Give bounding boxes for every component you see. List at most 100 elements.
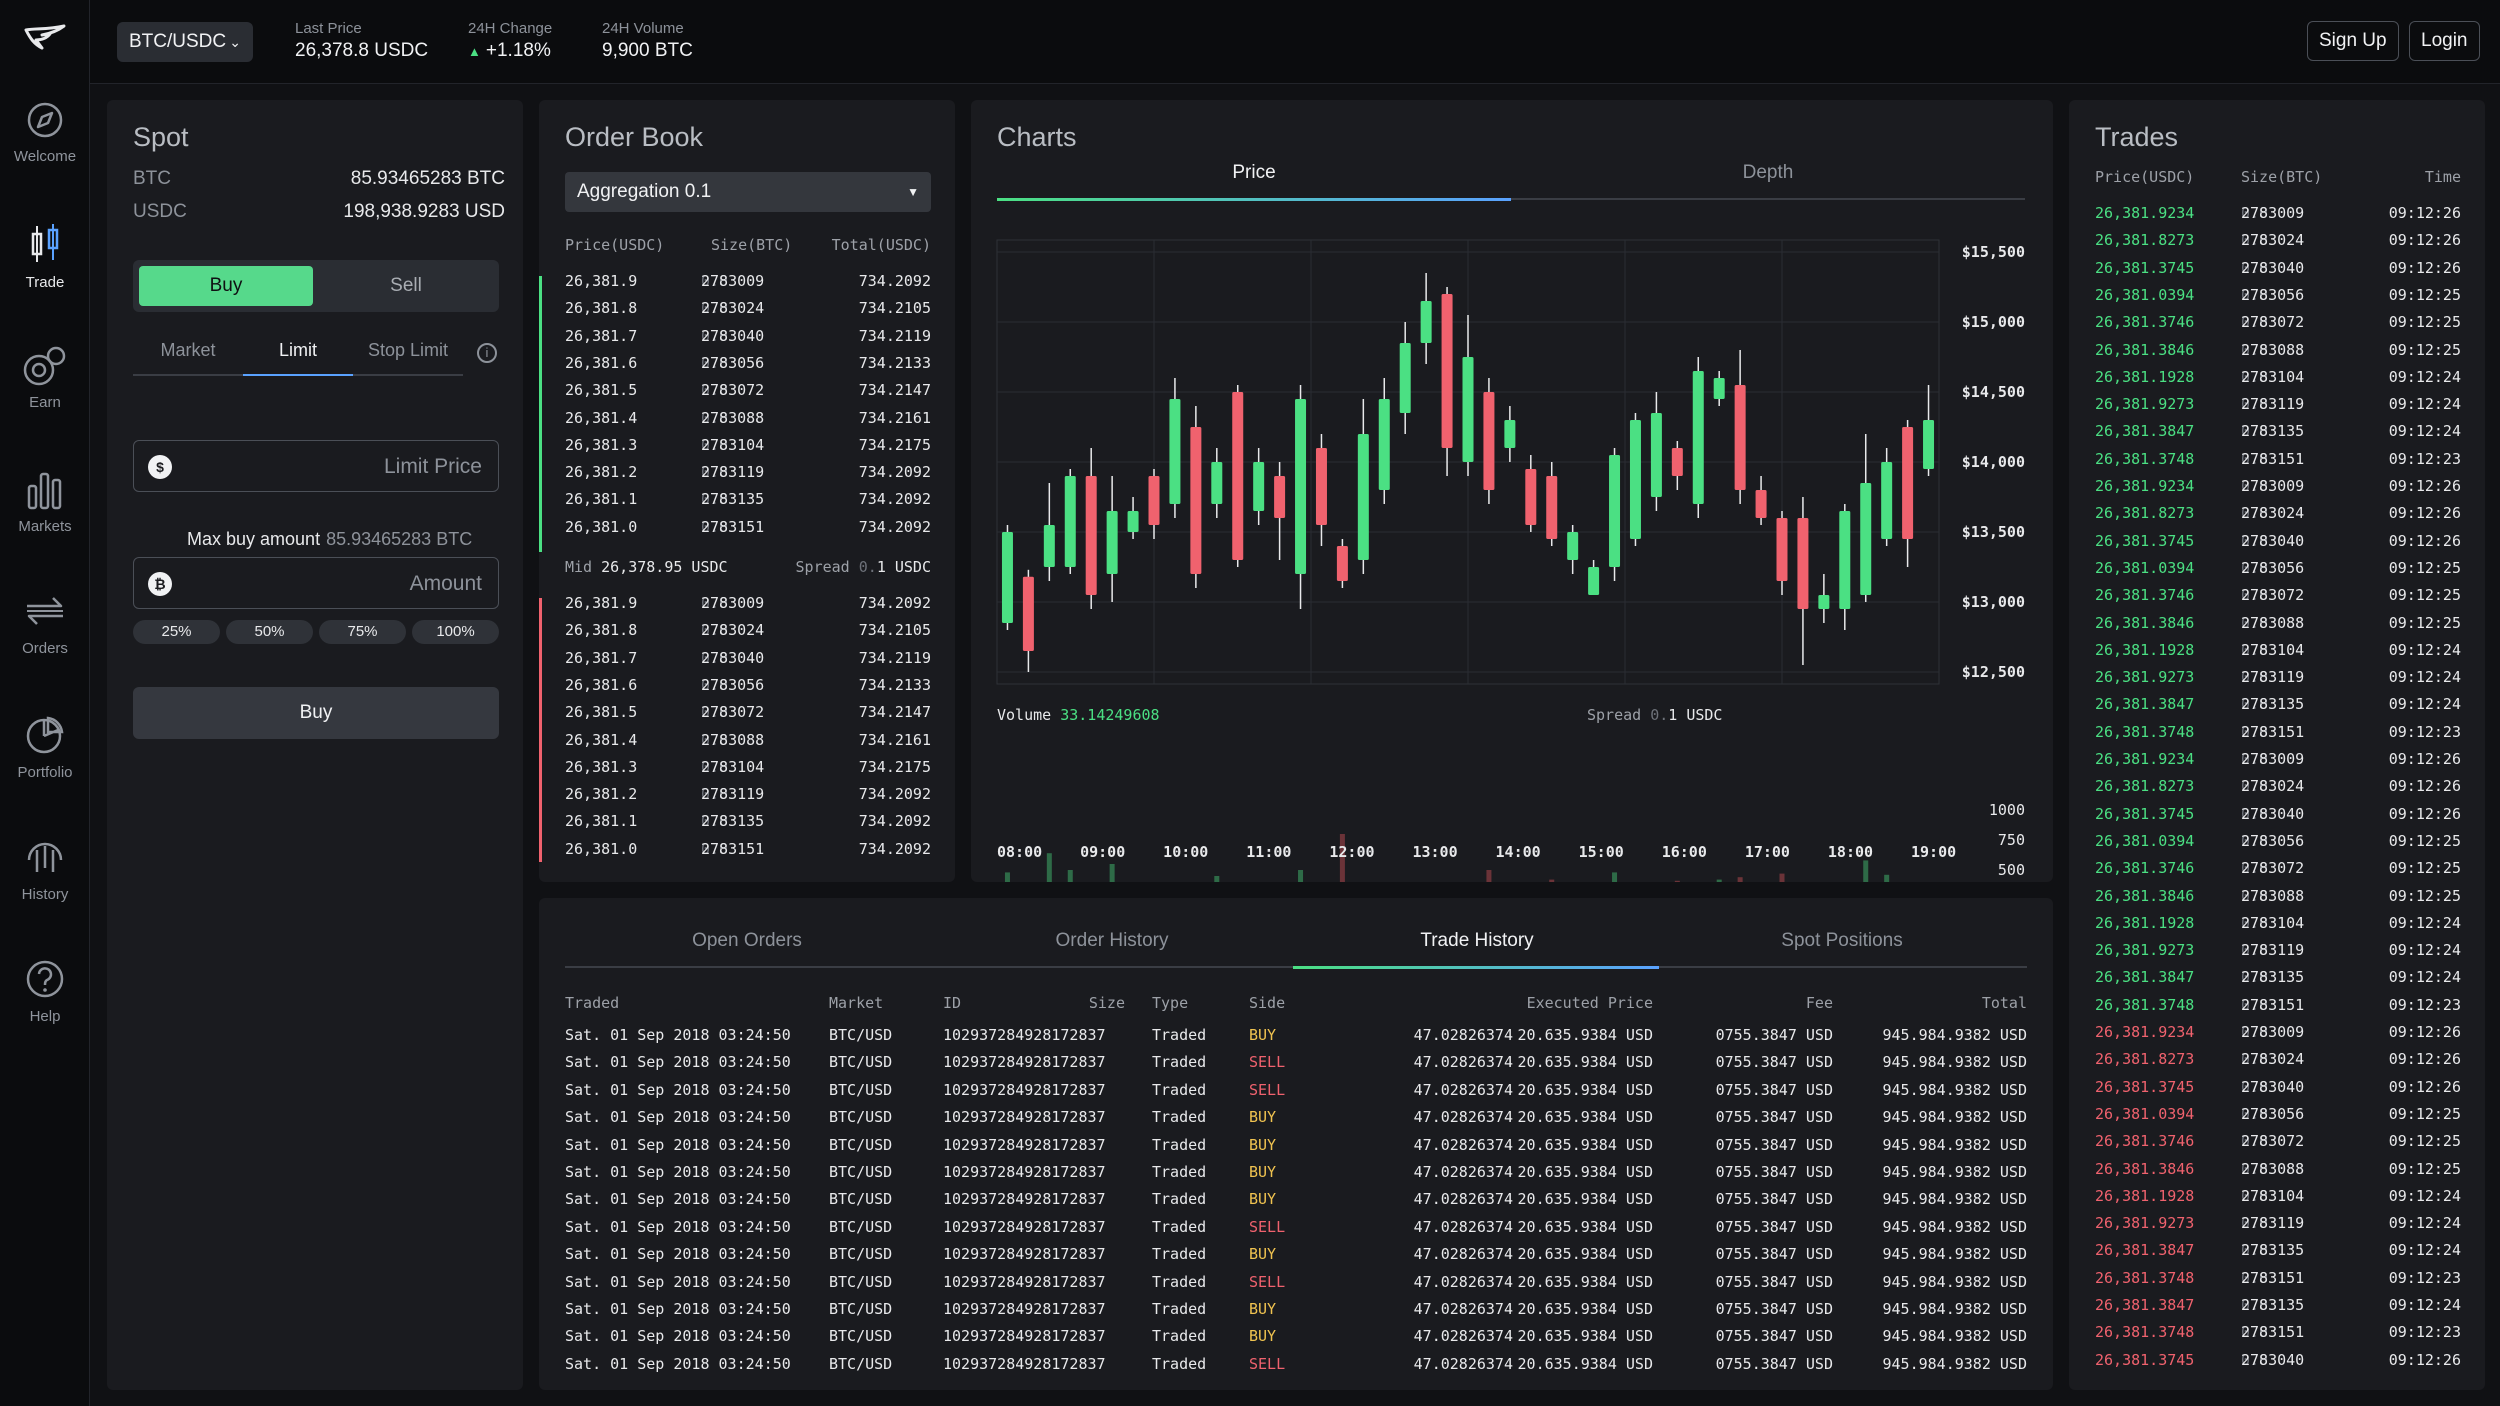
nav-item-trade[interactable]: Trade — [0, 222, 90, 332]
percent-100-button[interactable]: 100% — [412, 620, 499, 644]
candle-body[interactable] — [1692, 371, 1704, 504]
candle-body[interactable] — [1525, 469, 1537, 525]
candle-body[interactable] — [1169, 399, 1181, 504]
tab-market[interactable]: Market — [160, 340, 216, 360]
candle-body[interactable] — [1148, 476, 1160, 525]
candle-body[interactable] — [1504, 420, 1516, 448]
trade-row[interactable]: 26,381.1928 0.0 2783104 09:12:24 — [2095, 641, 2461, 668]
trade-row[interactable]: 26,381.9234 0.0 2783009 09:12:26 — [2095, 1023, 2461, 1050]
trade-row[interactable]: 26,381.9234 0.0 2783009 09:12:26 — [2095, 750, 2461, 777]
tab-stop-limit[interactable]: Stop Limit — [367, 340, 449, 360]
candle-body[interactable] — [1881, 462, 1893, 539]
order-book-row[interactable]: 26,381.2 0.0 2783119 734.2092 — [565, 463, 931, 490]
tab-limit[interactable]: Limit — [278, 340, 317, 360]
buy-tab[interactable]: Buy — [139, 266, 313, 306]
candle-body[interactable] — [1253, 462, 1265, 511]
candle-body[interactable] — [1797, 518, 1809, 609]
candle-body[interactable] — [1629, 420, 1641, 539]
candle-body[interactable] — [1588, 567, 1600, 595]
candle-body[interactable] — [1295, 399, 1307, 574]
trade-row[interactable]: 26,381.3846 0.0 2783088 09:12:25 — [2095, 614, 2461, 641]
candle-body[interactable] — [1462, 357, 1474, 462]
login-button[interactable]: Login — [2409, 21, 2480, 61]
trade-row[interactable]: 26,381.3746 0.0 2783072 09:12:25 — [2095, 313, 2461, 340]
trade-row[interactable]: 26,381.0394 0.0 2783056 09:12:25 — [2095, 286, 2461, 313]
trade-row[interactable]: 26,381.9234 0.0 2783009 09:12:26 — [2095, 204, 2461, 231]
order-book-row[interactable]: 26,381.2 0.0 2783119 734.2092 — [565, 785, 931, 812]
percent-25-button[interactable]: 25% — [133, 620, 220, 644]
order-book-row[interactable]: 26,381.5 0.0 2783072 734.2147 — [565, 703, 931, 730]
trade-row[interactable]: 26,381.3748 0.0 2783151 09:12:23 — [2095, 1323, 2461, 1350]
trade-row[interactable]: 26,381.3745 0.0 2783040 09:12:26 — [2095, 532, 2461, 559]
trade-row[interactable]: 26,381.3847 0.0 2783135 09:12:24 — [2095, 1241, 2461, 1268]
trade-row[interactable]: 26,381.3748 0.0 2783151 09:12:23 — [2095, 996, 2461, 1023]
sell-tab[interactable]: Sell — [390, 275, 422, 296]
price-chart[interactable]: $15,500 $15,000 $14,500 $14,000 $13,500 $13,0… — [971, 100, 2053, 882]
order-book-row[interactable]: 26,381.4 0.0 2783088 734.2161 — [565, 731, 931, 758]
trade-row[interactable]: 26,381.0394 0.0 2783056 09:12:25 — [2095, 1105, 2461, 1132]
amount-input[interactable]: ₿ Amount — [133, 557, 499, 609]
nav-item-orders[interactable]: Orders — [0, 592, 90, 702]
trade-row[interactable]: 26,381.0394 0.0 2783056 09:12:25 — [2095, 559, 2461, 586]
candle-body[interactable] — [1064, 476, 1076, 567]
trade-row[interactable]: 26,381.9273 0.0 2783119 09:12:24 — [2095, 395, 2461, 422]
candle-body[interactable] — [1818, 595, 1830, 609]
trade-row[interactable]: 26,381.8273 0.0 2783024 09:12:26 — [2095, 504, 2461, 531]
table-row[interactable]: Sat. 01 Sep 2018 03:24:50 BTC/USD 10293728… — [565, 1190, 2027, 1217]
candle-body[interactable] — [1650, 413, 1662, 497]
trade-row[interactable]: 26,381.3745 0.0 2783040 09:12:26 — [2095, 805, 2461, 832]
nav-item-welcome[interactable]: Welcome — [0, 100, 90, 210]
trade-row[interactable]: 26,381.1928 0.0 2783104 09:12:24 — [2095, 1187, 2461, 1214]
trade-row[interactable]: 26,381.9273 0.0 2783119 09:12:24 — [2095, 668, 2461, 695]
order-book-row[interactable]: 26,381.8 0.0 2783024 734.2105 — [565, 299, 931, 326]
trade-row[interactable]: 26,381.3846 0.0 2783088 09:12:25 — [2095, 887, 2461, 914]
order-book-row[interactable]: 26,381.6 0.0 2783056 734.2133 — [565, 676, 931, 703]
tab-open-orders[interactable]: Open Orders — [692, 930, 802, 951]
trade-row[interactable]: 26,381.3745 0.0 2783040 09:12:26 — [2095, 1351, 2461, 1378]
trade-row[interactable]: 26,381.3847 0.0 2783135 09:12:24 — [2095, 968, 2461, 995]
candle-body[interactable] — [1211, 462, 1223, 504]
pair-selector[interactable]: BTC/USDC ⌄ — [117, 22, 253, 62]
candle-body[interactable] — [1315, 448, 1327, 525]
trade-row[interactable]: 26,381.3748 0.0 2783151 09:12:23 — [2095, 1269, 2461, 1296]
order-book-row[interactable]: 26,381.5 0.0 2783072 734.2147 — [565, 381, 931, 408]
trade-row[interactable]: 26,381.0394 0.0 2783056 09:12:25 — [2095, 832, 2461, 859]
trade-row[interactable]: 26,381.1928 0.0 2783104 09:12:24 — [2095, 914, 2461, 941]
candle-body[interactable] — [1336, 546, 1348, 581]
order-book-row[interactable]: 26,381.8 0.0 2783024 734.2105 — [565, 621, 931, 648]
candle-body[interactable] — [1546, 476, 1558, 539]
order-book-row[interactable]: 26,381.1 0.0 2783135 734.2092 — [565, 812, 931, 839]
trade-row[interactable]: 26,381.3745 0.0 2783040 09:12:26 — [2095, 1078, 2461, 1105]
table-row[interactable]: Sat. 01 Sep 2018 03:24:50 BTC/USD 10293728… — [565, 1053, 2027, 1080]
trade-row[interactable]: 26,381.9273 0.0 2783119 09:12:24 — [2095, 1214, 2461, 1241]
trade-row[interactable]: 26,381.3746 0.0 2783072 09:12:25 — [2095, 1132, 2461, 1159]
table-row[interactable]: Sat. 01 Sep 2018 03:24:50 BTC/USD 10293728… — [565, 1245, 2027, 1272]
table-row[interactable]: Sat. 01 Sep 2018 03:24:50 BTC/USD 10293728… — [565, 1136, 2027, 1163]
nav-item-help[interactable]: Help — [0, 958, 90, 1068]
trade-row[interactable]: 26,381.3745 0.0 2783040 09:12:26 — [2095, 259, 2461, 286]
candle-body[interactable] — [1923, 420, 1935, 469]
tab-price[interactable]: Price — [1232, 162, 1276, 183]
trade-row[interactable]: 26,381.9273 0.0 2783119 09:12:24 — [2095, 941, 2461, 968]
candle-body[interactable] — [1274, 476, 1286, 518]
percent-50-button[interactable]: 50% — [226, 620, 313, 644]
candle-body[interactable] — [1609, 455, 1621, 567]
order-book-row[interactable]: 26,381.9 0.0 2783009 734.2092 — [565, 272, 931, 299]
trade-row[interactable]: 26,381.3847 0.0 2783135 09:12:24 — [2095, 695, 2461, 722]
candle-body[interactable] — [1860, 483, 1872, 595]
order-book-row[interactable]: 26,381.6 0.0 2783056 734.2133 — [565, 354, 931, 381]
candle-body[interactable] — [1357, 434, 1369, 560]
tab-spot-positions[interactable]: Spot Positions — [1781, 930, 1903, 951]
order-book-row[interactable]: 26,381.1 0.0 2783135 734.2092 — [565, 490, 931, 517]
candle-body[interactable] — [1713, 378, 1725, 399]
candle-body[interactable] — [1441, 294, 1453, 448]
table-row[interactable]: Sat. 01 Sep 2018 03:24:50 BTC/USD 10293728… — [565, 1108, 2027, 1135]
submit-buy-button[interactable]: Buy — [133, 687, 499, 739]
table-row[interactable]: Sat. 01 Sep 2018 03:24:50 BTC/USD 10293728… — [565, 1327, 2027, 1354]
table-row[interactable]: Sat. 01 Sep 2018 03:24:50 BTC/USD 10293728… — [565, 1163, 2027, 1190]
candle-body[interactable] — [1190, 427, 1202, 574]
nav-item-earn[interactable]: Earn — [0, 346, 90, 456]
trade-row[interactable]: 26,381.3748 0.0 2783151 09:12:23 — [2095, 723, 2461, 750]
signup-button[interactable]: Sign Up — [2307, 21, 2399, 61]
candle-body[interactable] — [1671, 448, 1683, 476]
